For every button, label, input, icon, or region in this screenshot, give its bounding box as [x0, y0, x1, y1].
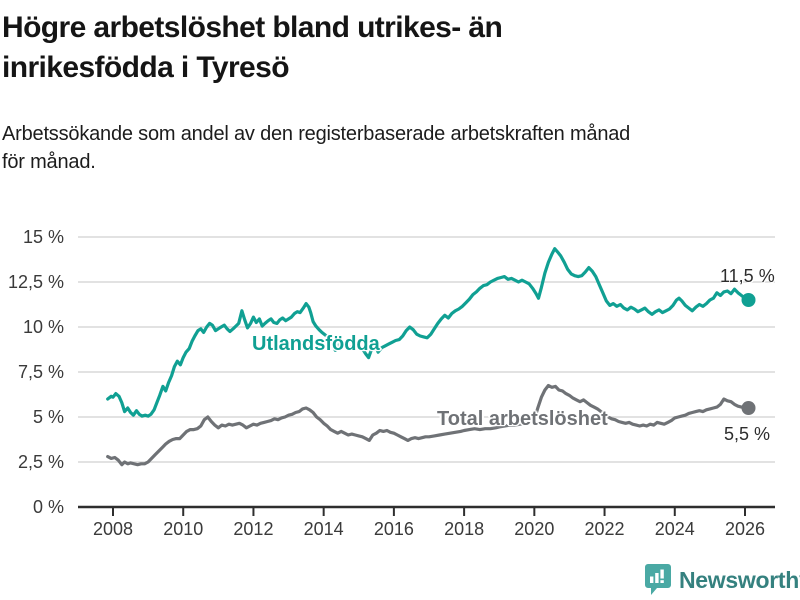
series-label-utlandsfodda: Utlandsfödda: [252, 333, 380, 355]
series-label-total-arbetsloshet: Total arbetslöshet: [437, 408, 608, 430]
x-axis-tick-label-2016: 2016: [373, 519, 414, 539]
end-dot-utlandsfodda: [741, 293, 756, 307]
page-title: Högre arbetslöshet bland utrikes- än inri…: [2, 8, 762, 88]
x-axis-tick-label-2008: 2008: [92, 519, 134, 539]
y-axis-tick-label-10: 10 %: [22, 317, 64, 337]
subtitle-line-2: för månad.: [2, 151, 96, 173]
newsworthy-logo[interactable]: Newsworthy: [644, 563, 800, 596]
y-axis-tick-label-5: 5 %: [32, 407, 64, 427]
x-axis-tick-label-2018: 2018: [444, 519, 485, 539]
end-value-label-utlandsfodda: 11,5 %: [720, 266, 775, 286]
title-line-2: inrikesfödda i Tyresö: [2, 51, 290, 84]
x-axis-tick-label-2012: 2012: [233, 519, 274, 539]
subtitle-line-1: Arbetssökande som andel av den registerb…: [2, 123, 631, 145]
newsworthy-wordmark: Newsworthy: [679, 566, 800, 593]
y-axis-tick-label-0: 0 %: [32, 497, 64, 517]
newsworthy-bar-chart-bubble-icon: [645, 564, 671, 595]
y-axis-tick-label-12,5: 12,5 %: [7, 272, 64, 292]
x-axis-tick-label-2026: 2026: [724, 519, 765, 539]
series-line-total-arbetsloshet: [106, 383, 751, 467]
x-axis-tick-label-2014: 2014: [303, 519, 344, 539]
x-axis-tick-label-2022: 2022: [584, 519, 625, 539]
y-axis-tick-label-2,5: 2,5 %: [17, 452, 64, 472]
x-axis-tick-label-2020: 2020: [514, 519, 555, 539]
series-line-utlandsfodda: [106, 247, 751, 418]
x-axis-tick-label-2024: 2024: [654, 519, 695, 539]
title-line-1: Högre arbetslöshet bland utrikes- än: [2, 11, 503, 44]
x-axis-tick-label-2010: 2010: [163, 519, 204, 539]
page-subtitle: Arbetssökande som andel av den registerb…: [2, 120, 792, 176]
y-axis-tick-label-7,5: 7,5 %: [17, 362, 64, 382]
y-axis-tick-label-15: 15 %: [22, 227, 64, 247]
end-dot-total-arbetsloshet: [741, 401, 756, 415]
end-value-label-total: 5,5 %: [724, 424, 771, 444]
